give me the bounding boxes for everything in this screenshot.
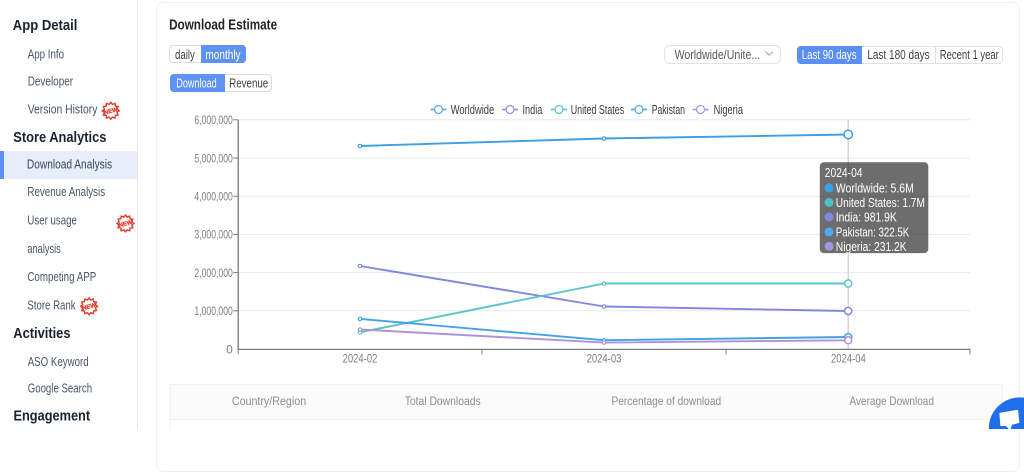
svg-text:India: India (523, 103, 543, 117)
svg-text:Store Analytics: Store Analytics (13, 129, 106, 146)
svg-text:Nigeria: 231.2K: Nigeria: 231.2K (836, 240, 907, 254)
svg-text:Last 90 days: Last 90 days (802, 48, 857, 62)
svg-text:Total Downloads: Total Downloads (405, 394, 481, 408)
svg-text:analysis: analysis (27, 241, 61, 256)
svg-text:1,000,000: 1,000,000 (194, 304, 233, 318)
svg-text:Store Rank: Store Rank (27, 298, 76, 313)
svg-text:3,000,000: 3,000,000 (194, 228, 233, 242)
svg-text:5,000,000: 5,000,000 (194, 151, 233, 165)
svg-text:Worldwide: 5.6M: Worldwide: 5.6M (836, 181, 914, 195)
svg-text:Revenue: Revenue (229, 75, 268, 90)
svg-text:2024-03: 2024-03 (587, 352, 622, 366)
svg-text:Google Search: Google Search (28, 380, 92, 395)
svg-text:0: 0 (226, 342, 233, 356)
svg-text:Pakistan: 322.5K: Pakistan: 322.5K (836, 225, 910, 239)
svg-text:Engagement: Engagement (14, 408, 91, 425)
svg-text:Worldwide: Worldwide (451, 103, 495, 117)
svg-text:2024-02: 2024-02 (343, 352, 378, 366)
svg-text:United States: 1.7M: United States: 1.7M (836, 196, 925, 210)
svg-text:Pakistan: Pakistan (652, 103, 685, 117)
svg-text:Download Estimate: Download Estimate (169, 17, 277, 34)
svg-text:United States: United States (571, 103, 625, 117)
svg-text:2024-04: 2024-04 (831, 352, 866, 366)
svg-text:Average Download: Average Download (850, 394, 934, 408)
svg-text:NEW: NEW (104, 107, 119, 117)
svg-text:Revenue Analysis: Revenue Analysis (27, 184, 105, 199)
svg-text:Competing APP: Competing APP (27, 269, 96, 284)
svg-text:Download Analysis: Download Analysis (27, 156, 113, 171)
svg-text:App Info: App Info (28, 46, 64, 61)
svg-text:Activities: Activities (13, 325, 70, 342)
svg-text:4,000,000: 4,000,000 (194, 190, 233, 204)
svg-text:6,000,000: 6,000,000 (194, 113, 233, 127)
svg-text:ASO Keyword: ASO Keyword (28, 354, 89, 369)
svg-text:Nigeria: Nigeria (714, 103, 743, 117)
svg-text:Download: Download (176, 75, 216, 90)
svg-text:Worldwide/Unite...: Worldwide/Unite... (675, 47, 761, 62)
svg-text:Version History: Version History (28, 101, 98, 116)
svg-text:2,000,000: 2,000,000 (194, 266, 233, 280)
svg-text:Country/Region: Country/Region (232, 394, 306, 408)
svg-text:User usage: User usage (27, 213, 77, 228)
svg-text:India: 981.9K: India: 981.9K (836, 211, 898, 225)
svg-text:monthly: monthly (205, 48, 241, 62)
svg-text:App Detail: App Detail (13, 17, 78, 34)
svg-text:2024-04: 2024-04 (825, 165, 863, 180)
svg-text:Developer: Developer (28, 73, 74, 88)
svg-text:Recent 1 year: Recent 1 year (940, 48, 999, 62)
svg-text:daily: daily (175, 48, 195, 62)
svg-text:Last 180 days: Last 180 days (867, 48, 929, 62)
svg-text:Percentage of download: Percentage of download (611, 394, 721, 408)
